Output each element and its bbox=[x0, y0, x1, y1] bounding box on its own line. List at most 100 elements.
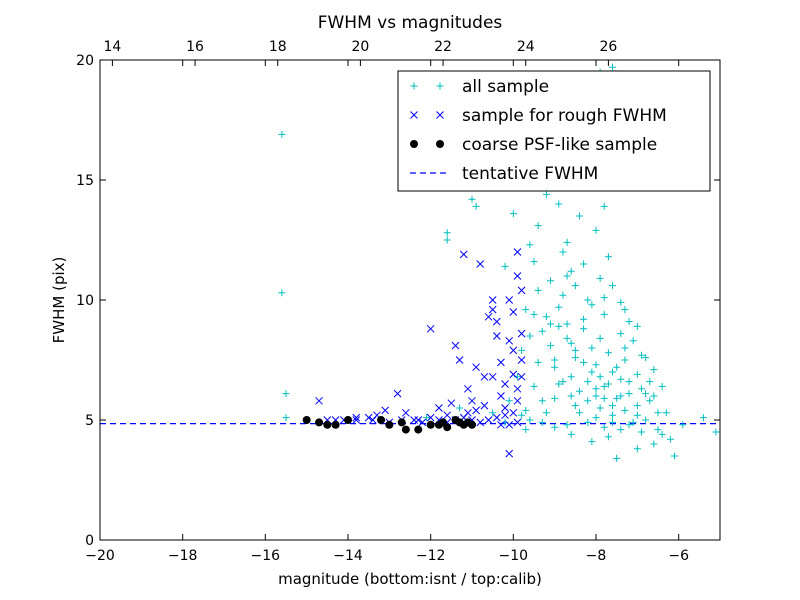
legend-marker bbox=[436, 140, 444, 148]
legend-box bbox=[397, 70, 711, 192]
all-sample-point bbox=[518, 346, 526, 354]
rough-sample-point bbox=[517, 372, 526, 381]
all-sample-point bbox=[530, 258, 538, 266]
all-sample-point bbox=[501, 418, 509, 426]
all-sample-point bbox=[592, 414, 600, 422]
rough-sample-point bbox=[509, 346, 518, 355]
legend-rough-sample: sample for rough FWHM bbox=[410, 106, 667, 126]
all-sample-point bbox=[534, 358, 542, 366]
all-sample-point bbox=[530, 382, 538, 390]
top-tick-label: 14 bbox=[103, 39, 121, 55]
rough-sample-point bbox=[480, 372, 489, 381]
rough-sample-point bbox=[368, 416, 377, 424]
all-sample-point bbox=[609, 368, 617, 376]
all-sample-point bbox=[571, 346, 579, 354]
rough-sample-point bbox=[472, 406, 480, 415]
rough-sample-point bbox=[501, 404, 509, 412]
all-sample-point bbox=[526, 416, 534, 424]
y-tick-label: 10 bbox=[76, 293, 94, 309]
all-sample-point bbox=[633, 322, 641, 330]
all-sample-point bbox=[617, 298, 625, 306]
all-sample-point bbox=[588, 344, 596, 352]
legend-marker bbox=[436, 82, 444, 90]
all-sample-point bbox=[501, 262, 509, 270]
all-sample-point bbox=[534, 286, 542, 294]
rough-sample-point bbox=[492, 332, 501, 340]
rough-sample-point bbox=[509, 370, 518, 379]
legend-marker bbox=[410, 140, 418, 148]
rough-sample-point bbox=[480, 401, 489, 410]
all-sample-point bbox=[662, 409, 670, 417]
rough-sample-point bbox=[435, 404, 443, 412]
all-sample-point bbox=[613, 394, 621, 402]
all-sample-point bbox=[625, 421, 633, 429]
all-sample-point bbox=[547, 320, 555, 328]
all-sample-point bbox=[650, 440, 658, 448]
all-sample-point bbox=[625, 378, 633, 386]
all-sample-point bbox=[282, 390, 290, 398]
all-sample-point bbox=[555, 380, 563, 388]
all-sample-point bbox=[526, 241, 534, 249]
all-sample-point bbox=[588, 438, 596, 446]
legend-marker bbox=[410, 82, 418, 90]
all-sample-point bbox=[621, 306, 629, 314]
all-sample-point bbox=[555, 200, 563, 208]
legend-all-sample: all sample bbox=[410, 77, 549, 97]
legend-coarse-sample: coarse PSF-like sample bbox=[410, 135, 657, 155]
rough-sample-point bbox=[505, 336, 514, 345]
rough-sample-point bbox=[426, 413, 435, 422]
rough-sample-point bbox=[497, 358, 505, 367]
all-sample-point bbox=[571, 354, 579, 362]
rough-sample-point bbox=[459, 250, 468, 259]
y-tick-label: 5 bbox=[85, 413, 94, 429]
coarse-sample-point bbox=[302, 416, 311, 424]
y-tick-label: 20 bbox=[76, 53, 94, 69]
rough-sample-point bbox=[488, 305, 497, 314]
top-tick-label: 18 bbox=[269, 39, 287, 55]
all-sample-point bbox=[584, 418, 592, 426]
rough-sample-point bbox=[517, 329, 526, 338]
all-sample-point bbox=[629, 418, 637, 426]
x-tick-label: −10 bbox=[499, 548, 529, 564]
coarse-sample-point bbox=[385, 420, 394, 429]
all-sample-point bbox=[551, 394, 559, 402]
all-sample-point bbox=[600, 310, 608, 318]
all-sample-point bbox=[671, 452, 679, 460]
all-sample-point bbox=[567, 430, 575, 438]
all-sample-point bbox=[559, 248, 567, 256]
rough-sample-point bbox=[513, 248, 522, 256]
all-sample-point bbox=[538, 327, 546, 335]
all-sample-point bbox=[575, 387, 583, 395]
coarse-sample-point bbox=[377, 416, 386, 424]
coarse-sample-point bbox=[331, 420, 340, 429]
all-sample-point bbox=[609, 418, 617, 426]
all-sample-point bbox=[559, 378, 567, 386]
rough-sample-point bbox=[381, 406, 390, 415]
all-sample-point bbox=[592, 385, 600, 393]
coarse-sample-point bbox=[414, 425, 423, 434]
all-sample-point bbox=[633, 370, 641, 378]
all-sample-point bbox=[443, 236, 451, 244]
all-sample-point bbox=[604, 380, 612, 388]
all-sample-point bbox=[588, 301, 596, 309]
all-sample-point bbox=[592, 361, 600, 369]
rough-sample-point bbox=[492, 317, 501, 326]
all-sample-point bbox=[563, 421, 571, 429]
all-sample-point bbox=[542, 313, 550, 321]
all-sample-point bbox=[559, 291, 567, 299]
rough-sample-point bbox=[513, 396, 522, 405]
rough-sample-point bbox=[484, 312, 493, 321]
all-sample-point bbox=[592, 392, 600, 400]
coarse-sample-point bbox=[468, 420, 476, 429]
top-tick-label: 16 bbox=[186, 39, 204, 55]
rough-sample-series bbox=[315, 248, 526, 458]
all-sample-point bbox=[637, 385, 645, 393]
rough-sample-point bbox=[455, 356, 464, 364]
all-sample-point bbox=[600, 202, 608, 210]
rough-sample-point bbox=[501, 411, 509, 420]
all-sample-point bbox=[712, 428, 720, 436]
all-sample-point bbox=[625, 390, 633, 398]
rough-sample-point bbox=[517, 286, 526, 295]
coarse-sample-point bbox=[459, 420, 468, 429]
all-sample-point bbox=[609, 282, 617, 290]
